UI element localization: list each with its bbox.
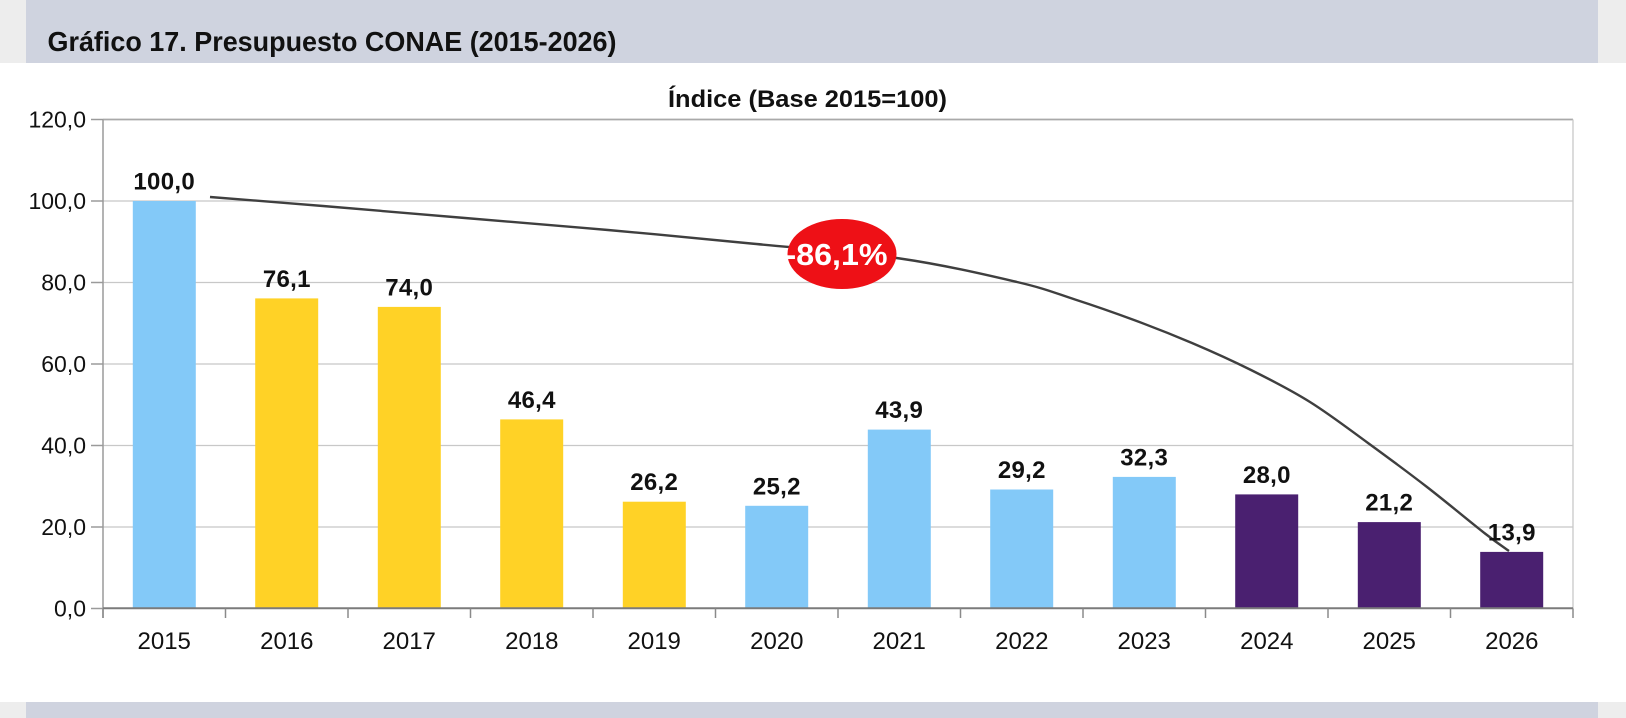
- svg-text:2023: 2023: [1118, 628, 1171, 655]
- svg-text:2015: 2015: [138, 628, 191, 655]
- svg-text:80,0: 80,0: [41, 270, 86, 296]
- svg-text:100,0: 100,0: [28, 188, 86, 214]
- svg-text:13,9: 13,9: [1488, 519, 1536, 546]
- svg-text:0,0: 0,0: [54, 596, 86, 622]
- svg-text:2016: 2016: [260, 628, 313, 655]
- svg-text:76,1: 76,1: [263, 266, 311, 293]
- svg-text:100,0: 100,0: [133, 169, 195, 196]
- svg-text:29,2: 29,2: [998, 457, 1046, 484]
- svg-text:2022: 2022: [995, 628, 1048, 655]
- svg-text:2021: 2021: [873, 628, 926, 655]
- svg-text:40,0: 40,0: [41, 433, 86, 459]
- svg-text:43,9: 43,9: [875, 397, 923, 424]
- svg-text:Gráfico 17. Presupuesto CONAE: Gráfico 17. Presupuesto CONAE (2015-2026…: [48, 26, 617, 57]
- svg-text:2019: 2019: [628, 628, 681, 655]
- svg-text:25,2: 25,2: [753, 473, 801, 500]
- svg-text:2020: 2020: [750, 628, 803, 655]
- svg-text:Índice (Base 2015=100): Índice (Base 2015=100): [668, 85, 947, 113]
- svg-text:32,3: 32,3: [1120, 444, 1168, 471]
- svg-text:28,0: 28,0: [1243, 462, 1291, 489]
- svg-text:-86,1%: -86,1%: [786, 237, 888, 272]
- svg-text:20,0: 20,0: [41, 514, 86, 540]
- svg-text:120,0: 120,0: [28, 107, 86, 133]
- svg-text:60,0: 60,0: [41, 351, 86, 377]
- svg-text:2024: 2024: [1240, 628, 1293, 655]
- svg-text:74,0: 74,0: [385, 274, 433, 301]
- svg-text:21,2: 21,2: [1365, 490, 1413, 517]
- svg-text:2018: 2018: [505, 628, 558, 655]
- svg-text:2017: 2017: [383, 628, 436, 655]
- svg-text:2026: 2026: [1485, 628, 1538, 655]
- svg-text:2025: 2025: [1363, 628, 1416, 655]
- svg-text:46,4: 46,4: [508, 387, 556, 414]
- svg-text:26,2: 26,2: [630, 469, 678, 496]
